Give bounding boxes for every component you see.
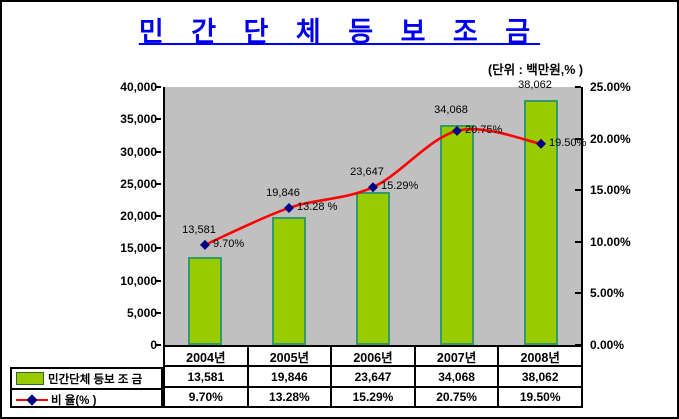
table-ratio-cell: 15.29% [332,388,416,406]
y-axis-left-tick-label: 40,000 [120,80,157,94]
ratio-value-label: 15.29% [381,180,419,193]
y-axis-left-tick [155,247,161,250]
y-axis-left-tick-label: 25,000 [120,176,157,191]
y-axis-left-tick [155,150,161,153]
y-axis-right-tick [575,137,581,140]
y-axis-left-tick [155,279,161,282]
table-ratio-row: 9.70% 13.28% 15.29% 20.75% 19.50% [163,388,583,408]
table-ratio-cell: 13.28% [249,388,333,406]
x-axis-row: 2004년 2005년 2006년 2007년 2008년 [163,345,583,367]
table-amount-cell: 34,068 [416,367,500,386]
y-axis-left-tick [155,215,161,217]
y-axis-right-tick-label: 20.00% [590,131,631,146]
y-axis-left-tick [155,118,161,121]
y-axis-right-tick-label: 10.00% [590,234,631,249]
y-axis-left-tick [155,311,161,314]
y-axis-right-tick [575,292,581,295]
table-amount-cell: 19,846 [249,367,333,386]
table-amount-cell: 38,062 [499,367,583,386]
table-amount-row: 13,581 19,846 23,647 34,068 38,062 [163,367,583,388]
ratio-value-label: 9.70% [213,237,245,250]
chart-title: 민 간 단 체 등 보 조 금 [138,17,541,47]
y-axis-right-tick [575,240,581,243]
bar-series-swatch-icon [16,372,44,385]
bar-value-label: 13,581 [182,223,216,236]
table-amount-cell: 23,647 [332,367,416,386]
x-axis-label: 2007년 [416,347,500,365]
table-amount-cell: 13,581 [165,367,249,386]
y-axis-right-tick-label: 25.00% [590,80,631,94]
x-axis-label: 2006년 [332,347,416,365]
line-series-swatch-icon [16,393,48,406]
y-axis-left-tick-label: 10,000 [120,273,157,288]
ratio-value-label: 19.50% [549,136,587,149]
y-axis-left-tick-label: 20,000 [120,209,157,223]
y-axis-left-tick [155,344,161,346]
x-axis-label: 2004년 [165,347,249,365]
line-swatch-diamond-icon [26,393,38,406]
table-ratio-cell: 19.50% [499,388,583,406]
legend-box: 민간단체 등보 조 금 비 율(% ) [10,367,163,408]
bar-2006년 [356,192,390,345]
bar-2005년 [272,216,306,345]
table-ratio-cell: 9.70% [165,388,249,406]
bar-2007년 [440,125,474,345]
y-axis-left-tick-label: 35,000 [120,112,157,127]
y-axis-right-tick [575,189,581,192]
bar-value-label: 34,068 [434,104,468,117]
bar-2004년 [188,257,222,345]
y-axis-right-tick-label: 0.00% [590,338,625,352]
table-ratio-cell: 20.75% [416,388,500,406]
bar-value-label: 19,846 [266,186,300,199]
y-axis-left-tick-label: 15,000 [120,241,157,256]
unit-label: (단위 : 백만원,% ) [488,63,583,77]
y-axis-left-tick-label: 0 [150,338,157,352]
y-axis-left-tick [155,182,161,185]
legend-bar-label: 민간단체 등보 조 금 [48,373,143,386]
legend-item-line: 비 율(% ) [12,390,161,409]
legend-line-label: 비 율(% ) [51,394,97,407]
y-axis-right-tick-label: 15.00% [590,183,631,198]
ratio-value-label: 20.75% [465,123,503,136]
bar-value-label: 38,062 [518,78,552,91]
x-axis-label: 2005년 [249,347,333,365]
y-axis-right-tick-label: 5.00% [590,286,625,301]
bar-value-label: 23,647 [350,166,384,179]
x-axis-label: 2008년 [499,347,583,365]
y-axis-left-tick-label: 5,000 [126,305,157,320]
y-axis-left-tick-label: 30,000 [120,144,157,159]
y-axis-right-tick [575,86,581,88]
legend-item-bar: 민간단체 등보 조 금 [12,369,161,390]
ratio-value-label: 13.28 % [297,200,338,213]
y-axis-left-tick [155,86,161,88]
